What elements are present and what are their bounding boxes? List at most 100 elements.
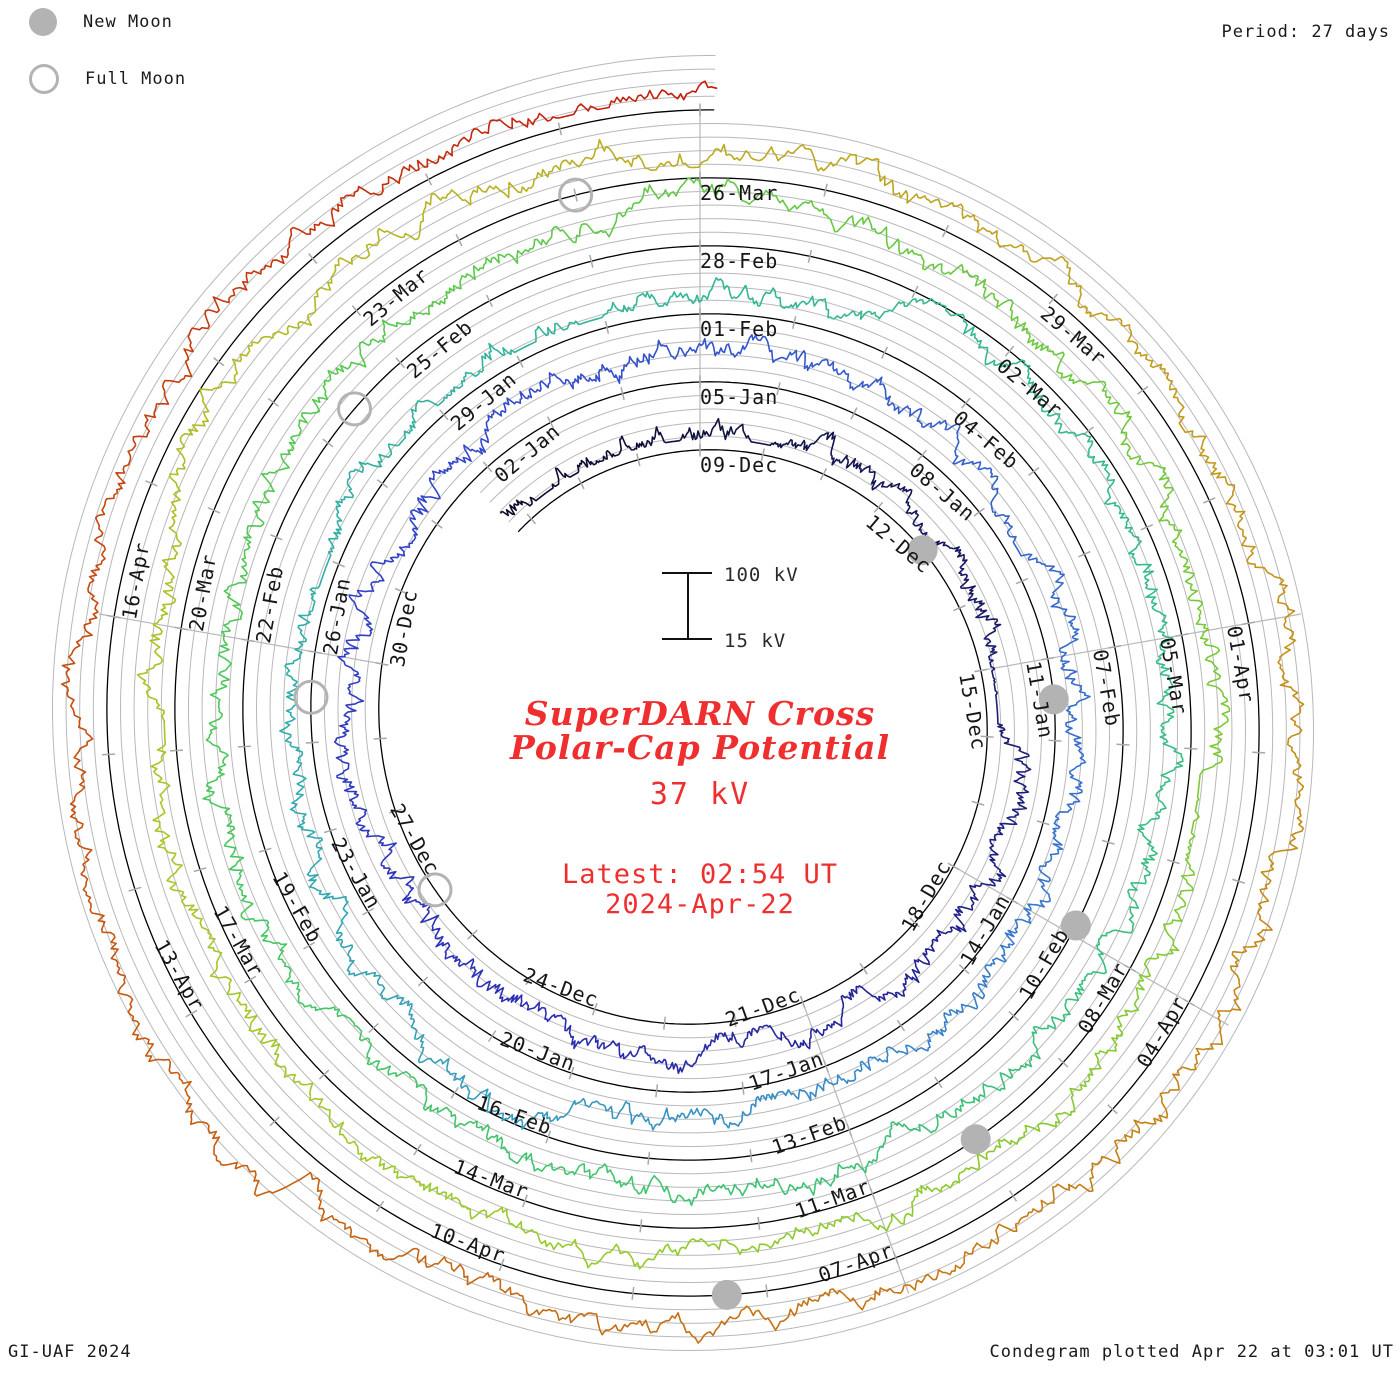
trace-segment bbox=[967, 597, 1002, 647]
radial-spoke bbox=[953, 865, 1229, 1026]
trace-segment bbox=[777, 431, 836, 452]
day-tick bbox=[362, 907, 375, 916]
trace-segment bbox=[1031, 1150, 1121, 1213]
day-tick bbox=[1242, 621, 1256, 626]
trace-segment bbox=[279, 676, 300, 749]
trace-segment bbox=[959, 1060, 1033, 1107]
trace-segment bbox=[308, 242, 380, 316]
trace-segment bbox=[605, 1040, 666, 1064]
trace-segment bbox=[377, 510, 419, 565]
day-tick bbox=[450, 1086, 459, 1099]
trace-segment bbox=[248, 1022, 314, 1097]
day-tick bbox=[892, 1251, 899, 1265]
trace-segment bbox=[870, 479, 918, 515]
trace-segment bbox=[1065, 692, 1091, 761]
day-tick bbox=[1028, 467, 1040, 477]
day-tick bbox=[193, 867, 207, 873]
trace-segment bbox=[976, 338, 1037, 397]
day-tick bbox=[663, 1016, 667, 1030]
day-tick bbox=[568, 1066, 575, 1080]
trace-segment bbox=[657, 1107, 730, 1129]
legend-new-moon: New Moon bbox=[29, 8, 173, 36]
date-label: 27-Dec bbox=[385, 799, 445, 879]
trace-segment bbox=[662, 177, 756, 205]
trace-segment bbox=[578, 184, 664, 238]
full-moon-marker bbox=[417, 872, 453, 908]
day-tick bbox=[237, 745, 251, 748]
new-moon-marker bbox=[1038, 684, 1069, 715]
day-tick bbox=[308, 253, 318, 264]
trace-segment bbox=[263, 194, 347, 270]
day-tick bbox=[417, 976, 429, 987]
day-tick bbox=[169, 749, 184, 752]
trace-segment bbox=[70, 548, 107, 655]
trace-segment bbox=[425, 256, 495, 316]
trace-segment bbox=[549, 89, 657, 121]
trace-segment bbox=[309, 1096, 382, 1162]
day-tick bbox=[526, 513, 537, 525]
trace-segment bbox=[1179, 982, 1242, 1071]
day-tick bbox=[439, 409, 449, 421]
trace-segment bbox=[570, 1163, 653, 1195]
date-label: 23-Mar bbox=[358, 263, 433, 332]
trace-segment bbox=[1114, 317, 1178, 399]
trace-segment bbox=[803, 353, 864, 391]
day-tick bbox=[485, 294, 494, 308]
trace-segment bbox=[546, 459, 589, 494]
day-tick bbox=[947, 862, 960, 871]
day-tick bbox=[1183, 998, 1195, 1007]
credit-label: GI-UAF 2024 bbox=[8, 1342, 132, 1362]
day-tick bbox=[1166, 859, 1180, 865]
new-moon-marker bbox=[711, 1279, 742, 1310]
day-tick bbox=[269, 1116, 280, 1127]
day-tick bbox=[859, 962, 868, 975]
day-tick bbox=[1008, 1010, 1019, 1021]
trace-segment bbox=[346, 956, 410, 1006]
trace-segment bbox=[1229, 882, 1273, 983]
trace-segment bbox=[420, 903, 455, 960]
trace-segment bbox=[660, 143, 760, 169]
trace-segment bbox=[328, 469, 356, 540]
day-tick bbox=[846, 1123, 853, 1137]
trace-segment bbox=[730, 423, 779, 448]
day-tick bbox=[776, 382, 781, 396]
day-tick bbox=[1004, 345, 1015, 357]
new-moon-icon bbox=[29, 8, 57, 36]
day-tick bbox=[375, 662, 389, 666]
trace-segment bbox=[830, 450, 876, 485]
trace-segment bbox=[953, 546, 976, 602]
day-tick bbox=[395, 357, 405, 369]
trace-segment bbox=[758, 144, 860, 172]
trace-segment bbox=[951, 202, 1034, 263]
day-tick bbox=[1036, 820, 1050, 826]
trace-segment bbox=[1200, 683, 1231, 774]
trace-segment bbox=[1120, 432, 1174, 515]
day-tick bbox=[128, 886, 142, 892]
day-tick bbox=[516, 355, 524, 368]
trace-segment bbox=[922, 260, 1004, 309]
trace-segment bbox=[1127, 848, 1158, 932]
trace-segment bbox=[1004, 885, 1051, 946]
legend-full-moon: Full Moon bbox=[29, 64, 186, 94]
trace-segment bbox=[778, 1021, 835, 1050]
day-tick bbox=[941, 224, 950, 238]
trace-segment bbox=[496, 1134, 571, 1176]
trace-segment bbox=[913, 1150, 992, 1201]
trace-segment bbox=[965, 460, 1005, 517]
trace-segment bbox=[840, 215, 925, 262]
trace-segment bbox=[297, 818, 323, 891]
day-tick bbox=[557, 122, 563, 136]
trace-segment bbox=[452, 413, 494, 465]
trace-segment bbox=[136, 662, 167, 759]
date-label: 29-Mar bbox=[1036, 301, 1111, 370]
date-label: 02-Mar bbox=[992, 353, 1067, 422]
trace-segment bbox=[234, 1164, 338, 1222]
plotted-time-label: Condegram plotted Apr 22 at 03:01 UT bbox=[989, 1342, 1394, 1362]
day-tick bbox=[213, 357, 225, 367]
trace-segment bbox=[663, 1032, 722, 1074]
trace-segment bbox=[1089, 455, 1133, 529]
full-moon-marker bbox=[293, 679, 329, 715]
period-label: Period: 27 days bbox=[1221, 22, 1390, 42]
trace-segment bbox=[1113, 1068, 1181, 1151]
